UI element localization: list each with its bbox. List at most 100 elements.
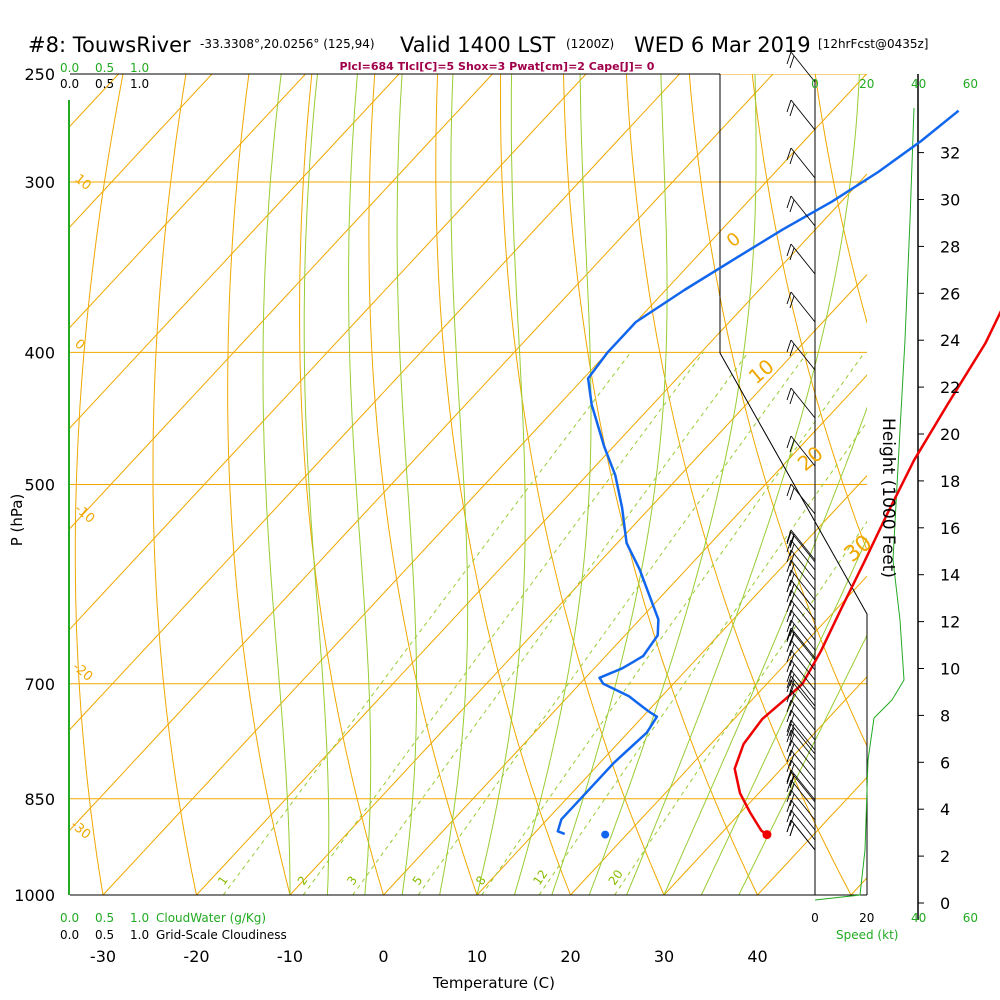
wind-barb-feather: [789, 553, 795, 567]
dry-adiabat: [499, 74, 665, 896]
wind-barb-feather: [789, 535, 795, 549]
wind-barb-feather: [786, 589, 792, 603]
isotherm-line: [70, 74, 680, 731]
top-cloudwater-scale-0: 0.0: [60, 61, 79, 75]
wind-barb-feather: [786, 639, 792, 653]
wind-barb-staff: [790, 483, 816, 515]
wind-barb-feather: [789, 793, 795, 807]
mixing-ratio-label: 5: [410, 873, 426, 887]
wind-barb-staff: [790, 649, 816, 681]
wind-barb-feather: [789, 391, 795, 405]
wind-barb-staff: [790, 599, 816, 631]
wind-barb-feather: [786, 699, 792, 713]
wind-barb-feather: [789, 151, 795, 165]
wind-barb-feather: [786, 627, 792, 641]
wind-barb-staff: [790, 627, 816, 659]
temp-tick: 20: [560, 947, 580, 966]
wind-barb-staff: [790, 723, 816, 755]
mixing-ratio-line: [417, 352, 808, 896]
height-tick-label: 6: [940, 753, 950, 772]
wind-barb-feather: [789, 763, 795, 777]
height-tick-label: 0: [940, 894, 950, 913]
surface-temp-dot: [762, 830, 772, 840]
wind-barb-feather: [786, 819, 792, 833]
top-cloudiness-scale-2: 1.0: [130, 77, 149, 91]
wind-barb-feather: [786, 387, 792, 401]
wind-barb-feather: [786, 569, 792, 583]
wind-barb-feather: [789, 783, 795, 797]
wind-barb-feather: [789, 593, 795, 607]
wind-barb-feather: [786, 629, 792, 643]
wind-barb-feather: [786, 339, 792, 353]
wind-barb-feather: [786, 51, 792, 65]
top-cloudwater-scale-1: 0.5: [95, 61, 114, 75]
wind-barb-staff: [790, 147, 816, 179]
wind-barb-staff: [790, 529, 816, 561]
speed-tick-top: 20: [859, 77, 874, 91]
wind-barb-feather: [786, 435, 792, 449]
isotherm-line: [289, 273, 867, 896]
height-tick-label: 8: [940, 706, 950, 725]
mixing-ratio-label: 1: [215, 873, 231, 887]
wind-barb-feather: [786, 709, 792, 723]
forecast-info: [12hrFcst@0435z]: [818, 37, 928, 51]
pressure-tick-850: 850: [24, 790, 55, 809]
profile-series: [556, 107, 1000, 901]
moist-adiabat: [439, 74, 469, 896]
temp-tick: 30: [654, 947, 674, 966]
wind-barb-feather: [789, 583, 795, 597]
isotherm-line: [850, 877, 867, 896]
moist-adiabat: [700, 537, 867, 896]
wind-barb-feather: [786, 599, 792, 613]
wind-barb-staff: [790, 629, 816, 661]
top-cloudiness-scale-0: 0.0: [60, 77, 79, 91]
wind-barb-feather: [789, 343, 795, 357]
wind-barb-feather: [786, 675, 792, 689]
wind-barb-feather: [789, 723, 795, 737]
y-axis-title: P (hPa): [8, 494, 26, 547]
mixing-ratio-line: [614, 520, 867, 896]
wind-barb-staff: [790, 531, 816, 563]
height-axis-title: Height (1000 Feet): [878, 418, 898, 578]
wind-barb-feather: [789, 673, 795, 687]
isotherm-line: [70, 74, 493, 530]
pressure-tick-1000: 1000: [14, 886, 55, 905]
speed-label: Speed (kt): [836, 928, 898, 942]
wind-barb-staff: [790, 799, 816, 831]
wind-barb-feather: [789, 773, 795, 787]
isotherm-label: 0: [723, 228, 745, 251]
isotherm-line: [383, 374, 867, 896]
speed-tick-bottom: 20: [859, 911, 874, 925]
height-profile-line: [814, 107, 915, 901]
wind-barb-feather: [786, 243, 792, 257]
isotherm-line: [0, 74, 25, 895]
valid-zulu: (1200Z): [566, 37, 614, 51]
wind-barb-staff: [790, 679, 816, 711]
axis-labels: 1 2 3 5 8 12 200102030100-10-20-30250300400500…: [14, 65, 978, 966]
mixing-ratio-line: [352, 352, 749, 896]
wind-barb-staff: [790, 619, 816, 651]
cloudwater-label: CloudWater (g/Kg): [156, 911, 266, 925]
isotherm-label: 20: [793, 441, 828, 476]
station-coords: -33.3308°,20.0256° (125,94): [200, 37, 375, 51]
wind-barb-staff: [790, 669, 816, 701]
moist-adiabat: [738, 634, 867, 896]
wind-barb-feather: [786, 669, 792, 683]
wind-barb-feather: [789, 753, 795, 767]
stability-indices: Plcl=684 Tlcl[C]=5 Shox=3 Pwat[cm]=2 Cap…: [340, 60, 655, 73]
cloudiness-scale-0: 0.0: [60, 928, 79, 942]
wind-barb-staff: [790, 569, 816, 601]
height-tick-label: 26: [940, 284, 960, 303]
dry-adiabat: [74, 74, 124, 896]
valid-time: Valid 1400 LST: [400, 33, 555, 57]
wind-barb-feather: [786, 609, 792, 623]
wind-barb-feather: [786, 531, 792, 545]
temp-tick: -30: [90, 947, 116, 966]
wind-barb-feather: [789, 199, 795, 213]
cloudiness-scale-1: 0.5: [95, 928, 114, 942]
wind-barb-staff: [790, 339, 816, 371]
height-tick-label: 28: [940, 237, 960, 256]
wind-barb-staff: [790, 243, 816, 275]
cloudiness-label: Grid-Scale Cloudiness: [156, 928, 287, 942]
